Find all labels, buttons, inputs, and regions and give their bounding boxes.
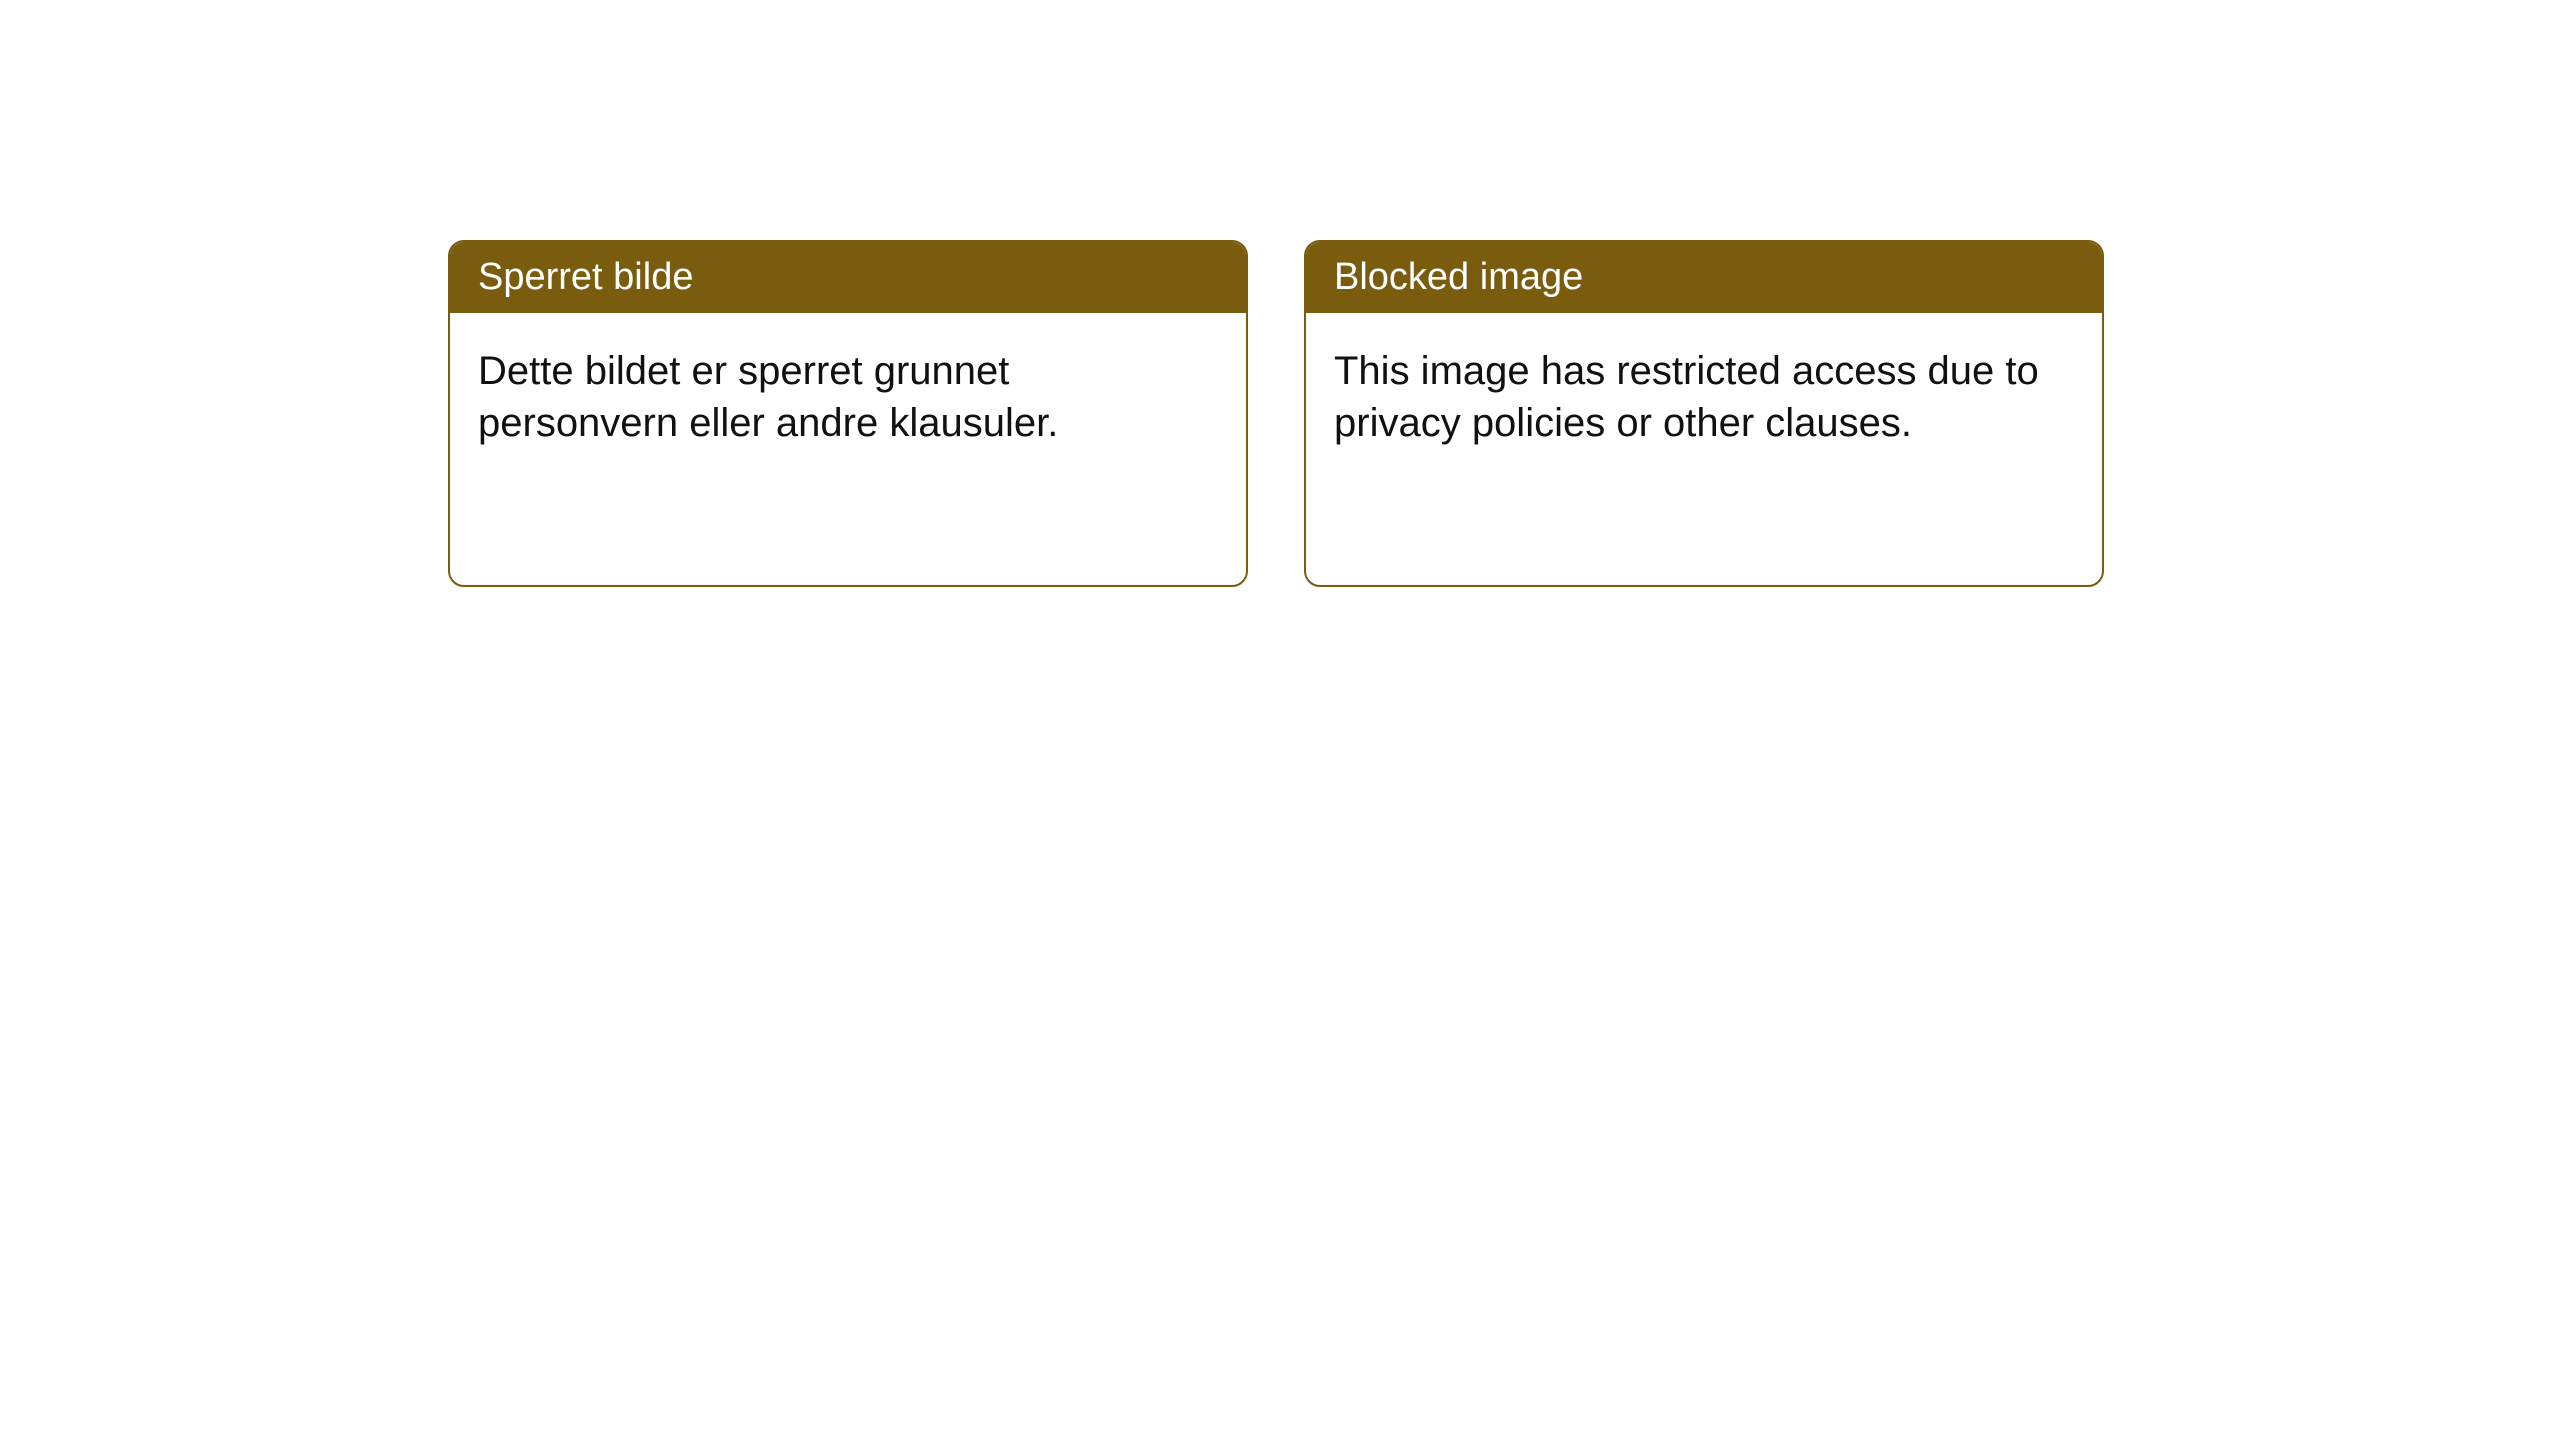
notice-card-english: Blocked image This image has restricted … (1304, 240, 2104, 587)
notice-header-english: Blocked image (1306, 242, 2102, 313)
notice-body-norwegian: Dette bildet er sperret grunnet personve… (450, 313, 1246, 585)
notice-header-norwegian: Sperret bilde (450, 242, 1246, 313)
notice-cards-container: Sperret bilde Dette bildet er sperret gr… (448, 240, 2560, 587)
notice-card-norwegian: Sperret bilde Dette bildet er sperret gr… (448, 240, 1248, 587)
notice-body-english: This image has restricted access due to … (1306, 313, 2102, 585)
